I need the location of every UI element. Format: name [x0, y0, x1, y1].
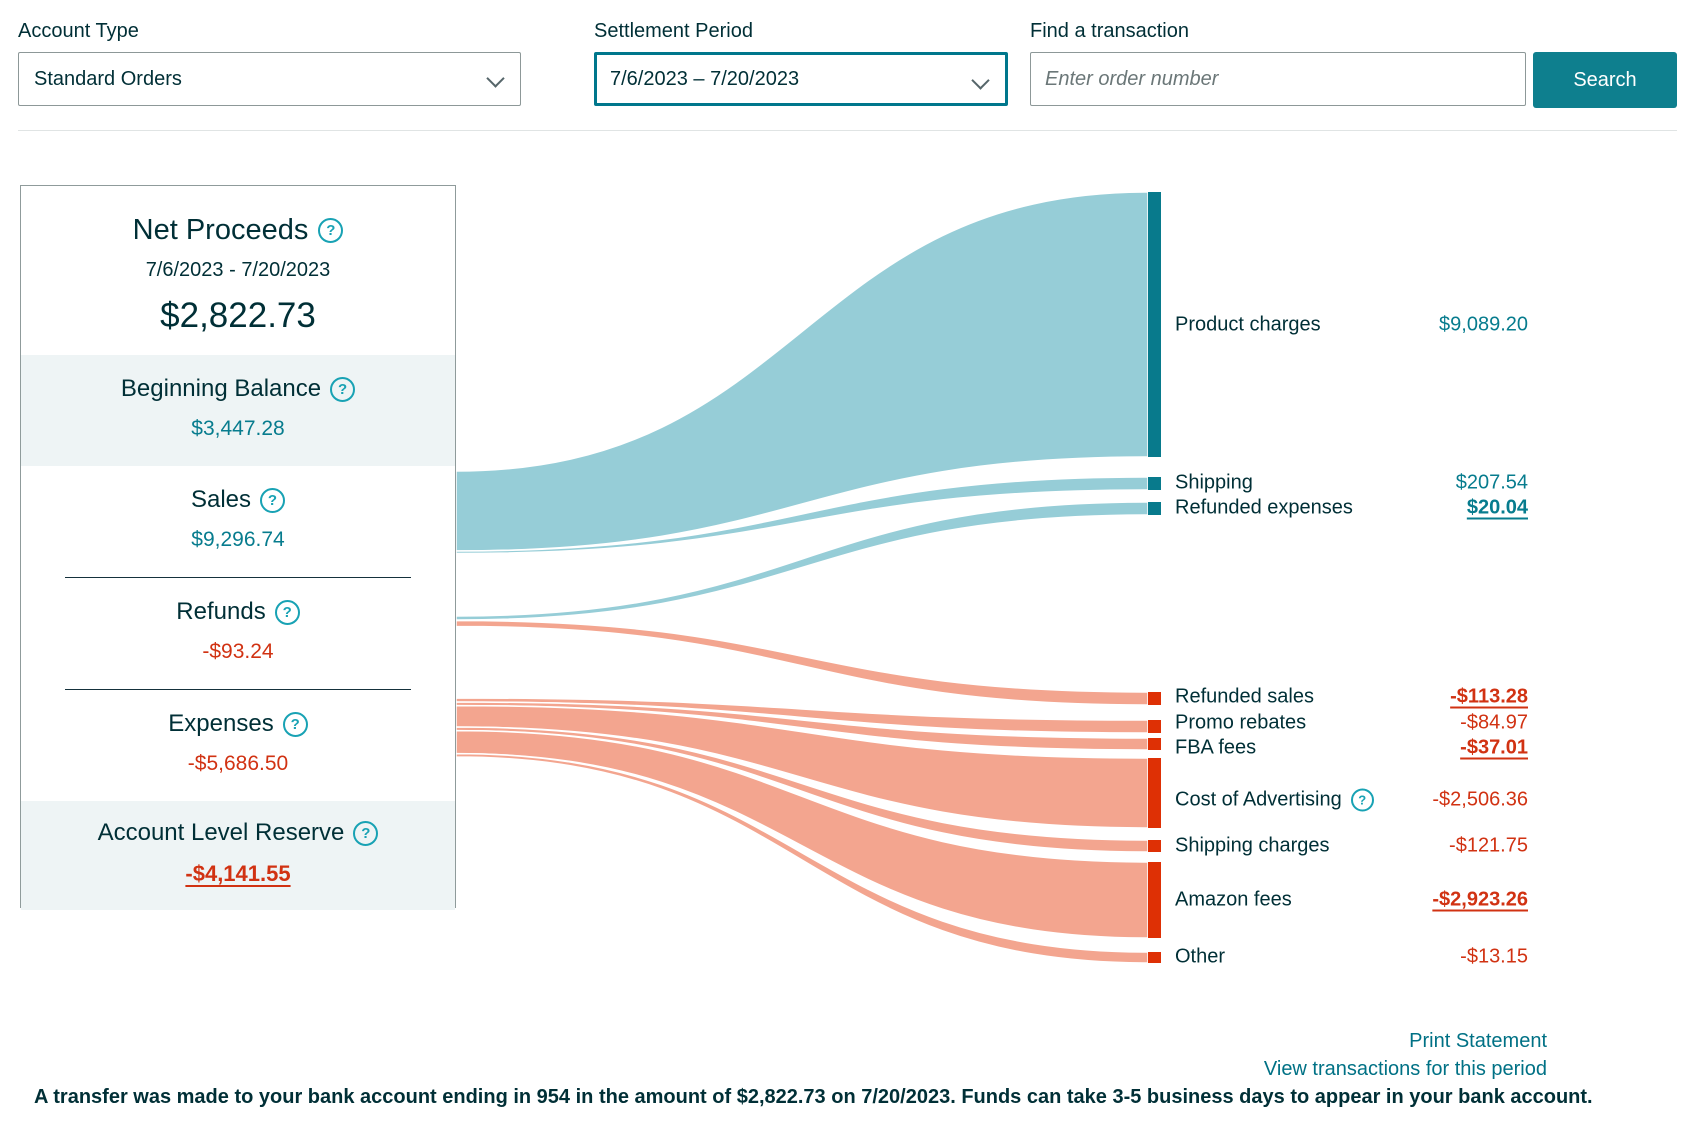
- beginning-balance-value: $3,447.28: [191, 417, 285, 440]
- flow-row-refunded-sales: Refunded sales -$113.28: [1175, 685, 1528, 708]
- help-icon[interactable]: ?: [353, 820, 379, 846]
- sales-title: Sales ?: [191, 486, 286, 514]
- help-icon[interactable]: ?: [318, 218, 344, 243]
- beginning-balance-section: Beginning Balance ? $3,447.28: [21, 355, 455, 466]
- flow-row-other: Other -$13.15: [1175, 945, 1528, 968]
- order-number-input[interactable]: [1030, 52, 1526, 106]
- sankey-node: [1148, 192, 1161, 457]
- flow-row-amazon-fees: Amazon fees -$2,923.26: [1175, 888, 1528, 911]
- sankey-node: [1148, 477, 1161, 490]
- settlement-period-value: 7/6/2023 – 7/20/2023: [610, 67, 800, 90]
- flow-row-shipping-charges: Shipping charges -$121.75: [1175, 834, 1528, 857]
- account-level-reserve-value[interactable]: -$4,141.55: [185, 861, 291, 886]
- sankey-node: [1148, 862, 1161, 938]
- account-level-reserve-section: Account Level Reserve ? -$4,141.55: [21, 801, 455, 910]
- net-proceeds-amount: $2,822.73: [160, 296, 316, 335]
- sankey-node: [1148, 840, 1161, 852]
- flow-row-promo-rebates: Promo rebates -$84.97: [1175, 711, 1528, 734]
- view-transactions-link[interactable]: View transactions for this period: [1263, 1058, 1547, 1080]
- expenses-section: Expenses ? -$5,686.50: [21, 690, 455, 801]
- sankey-node: [1148, 502, 1161, 515]
- sankey-node: [1148, 738, 1161, 750]
- card-divider: [65, 689, 411, 690]
- sankey-node: [1148, 952, 1161, 963]
- beginning-balance-title: Beginning Balance ?: [121, 375, 356, 403]
- account-type-select[interactable]: Standard Orders: [18, 52, 521, 106]
- account-level-reserve-title: Account Level Reserve ?: [98, 819, 379, 847]
- net-proceeds-date-range: 7/6/2023 - 7/20/2023: [145, 259, 331, 281]
- refunds-value: -$93.24: [202, 640, 274, 663]
- search-button[interactable]: Search: [1533, 52, 1677, 108]
- help-icon[interactable]: ?: [1350, 788, 1374, 812]
- flow-row-refunded-expenses: Refunded expenses $20.04: [1175, 496, 1528, 519]
- print-statement-link[interactable]: Print Statement: [1409, 1030, 1547, 1052]
- sankey-node: [1148, 758, 1161, 828]
- help-icon[interactable]: ?: [260, 487, 286, 513]
- help-icon[interactable]: ?: [274, 599, 300, 625]
- flow-row-product-charges: Product charges $9,089.20: [1175, 313, 1528, 336]
- settlement-period-select[interactable]: 7/6/2023 – 7/20/2023: [594, 52, 1008, 106]
- sankey-node: [1148, 720, 1161, 733]
- sales-section: Sales ? $9,296.74: [21, 466, 455, 577]
- refunds-title: Refunds ?: [176, 598, 300, 626]
- expenses-title: Expenses ?: [168, 710, 308, 738]
- find-transaction-label: Find a transaction: [1030, 20, 1189, 42]
- help-icon[interactable]: ?: [330, 376, 356, 402]
- net-proceeds-card: Net Proceeds ? 7/6/2023 - 7/20/2023 $2,8…: [20, 185, 456, 910]
- flow-row-cost-of-advertising: Cost of Advertising ? -$2,506.36: [1175, 788, 1528, 812]
- account-type-label: Account Type: [18, 20, 139, 42]
- card-divider: [65, 577, 411, 578]
- expenses-value: -$5,686.50: [187, 752, 289, 775]
- net-proceeds-title: Net Proceeds ?: [133, 214, 344, 247]
- settlement-period-label: Settlement Period: [594, 20, 753, 42]
- transfer-note: A transfer was made to your bank account…: [34, 1086, 1593, 1108]
- account-type-value: Standard Orders: [34, 67, 182, 90]
- refunds-section: Refunds ? -$93.24: [21, 578, 455, 689]
- flow-row-shipping: Shipping $207.54: [1175, 471, 1528, 494]
- net-proceeds-section: Net Proceeds ? 7/6/2023 - 7/20/2023 $2,8…: [21, 186, 455, 355]
- sankey-node: [1148, 692, 1161, 705]
- toolbar-divider: [18, 130, 1677, 131]
- help-icon[interactable]: ?: [282, 711, 308, 737]
- flow-row-fba-fees: FBA fees -$37.01: [1175, 736, 1528, 759]
- sales-value: $9,296.74: [191, 528, 285, 551]
